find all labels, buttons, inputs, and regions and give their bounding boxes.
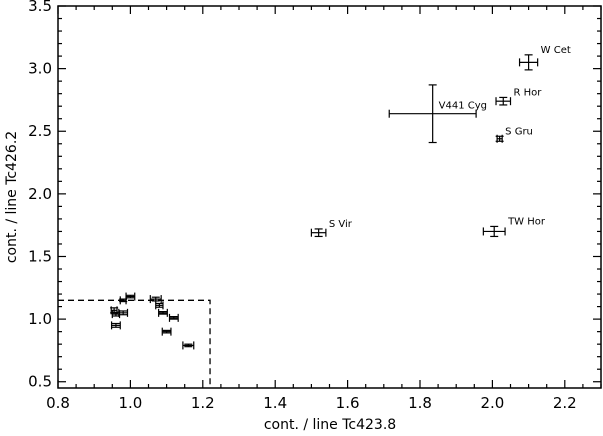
data-point-labeled: S Gru bbox=[495, 126, 533, 143]
data-point bbox=[155, 301, 164, 310]
data-point-labeled: S Vir bbox=[310, 219, 353, 238]
data-point bbox=[125, 292, 136, 301]
data-point bbox=[110, 321, 121, 330]
data-point-labeled: V441 Cyg bbox=[388, 84, 487, 144]
data-point bbox=[168, 313, 179, 322]
y-tick-label: 3.5 bbox=[28, 0, 52, 15]
y-tick-label: 2.0 bbox=[28, 185, 52, 203]
data-point-labeled: TW Hor bbox=[482, 216, 546, 238]
y-tick-label: 1.0 bbox=[28, 310, 52, 328]
x-tick-label: 2.0 bbox=[480, 394, 504, 412]
data-point bbox=[118, 308, 129, 317]
x-tick-label: 1.8 bbox=[408, 394, 432, 412]
star-label: W Cet bbox=[541, 45, 571, 56]
star-label: R Hor bbox=[514, 87, 543, 98]
y-axis-label: cont. / line Tc426.2 bbox=[4, 131, 20, 263]
x-tick-label: 1.6 bbox=[336, 394, 360, 412]
data-point bbox=[149, 295, 162, 304]
plot-area: W Cet R Hor V441 Cyg S Gru S Vir TW Hor bbox=[58, 45, 571, 388]
x-tick-label: 2.2 bbox=[553, 394, 577, 412]
star-label: V441 Cyg bbox=[439, 101, 487, 112]
y-tick-label: 1.5 bbox=[28, 247, 52, 265]
x-tick-label: 1.2 bbox=[191, 394, 215, 412]
y-axis: 0.5 1.0 1.5 2.0 2.5 3.0 3.5 bbox=[28, 0, 601, 391]
x-tick-label: 1.0 bbox=[118, 394, 142, 412]
y-tick-label: 0.5 bbox=[28, 373, 52, 391]
dashed-region bbox=[58, 299, 211, 388]
data-point bbox=[182, 341, 195, 350]
x-tick-label: 0.8 bbox=[46, 394, 70, 412]
x-axis: 0.8 1.0 1.2 1.4 1.6 1.8 2.0 2.2 bbox=[46, 6, 602, 412]
data-point-labeled: W Cet bbox=[518, 45, 571, 71]
star-label: TW Hor bbox=[507, 216, 546, 227]
data-point-labeled: R Hor bbox=[495, 87, 543, 106]
data-point bbox=[161, 327, 172, 336]
x-tick-label: 1.4 bbox=[263, 394, 287, 412]
x-axis-label: cont. / line Tc423.8 bbox=[264, 417, 396, 433]
data-point bbox=[158, 308, 168, 317]
y-tick-label: 3.0 bbox=[28, 60, 52, 78]
y-tick-label: 2.5 bbox=[28, 122, 52, 140]
star-label: S Gru bbox=[505, 126, 533, 137]
star-label: S Vir bbox=[329, 219, 353, 230]
data-point bbox=[110, 306, 119, 315]
